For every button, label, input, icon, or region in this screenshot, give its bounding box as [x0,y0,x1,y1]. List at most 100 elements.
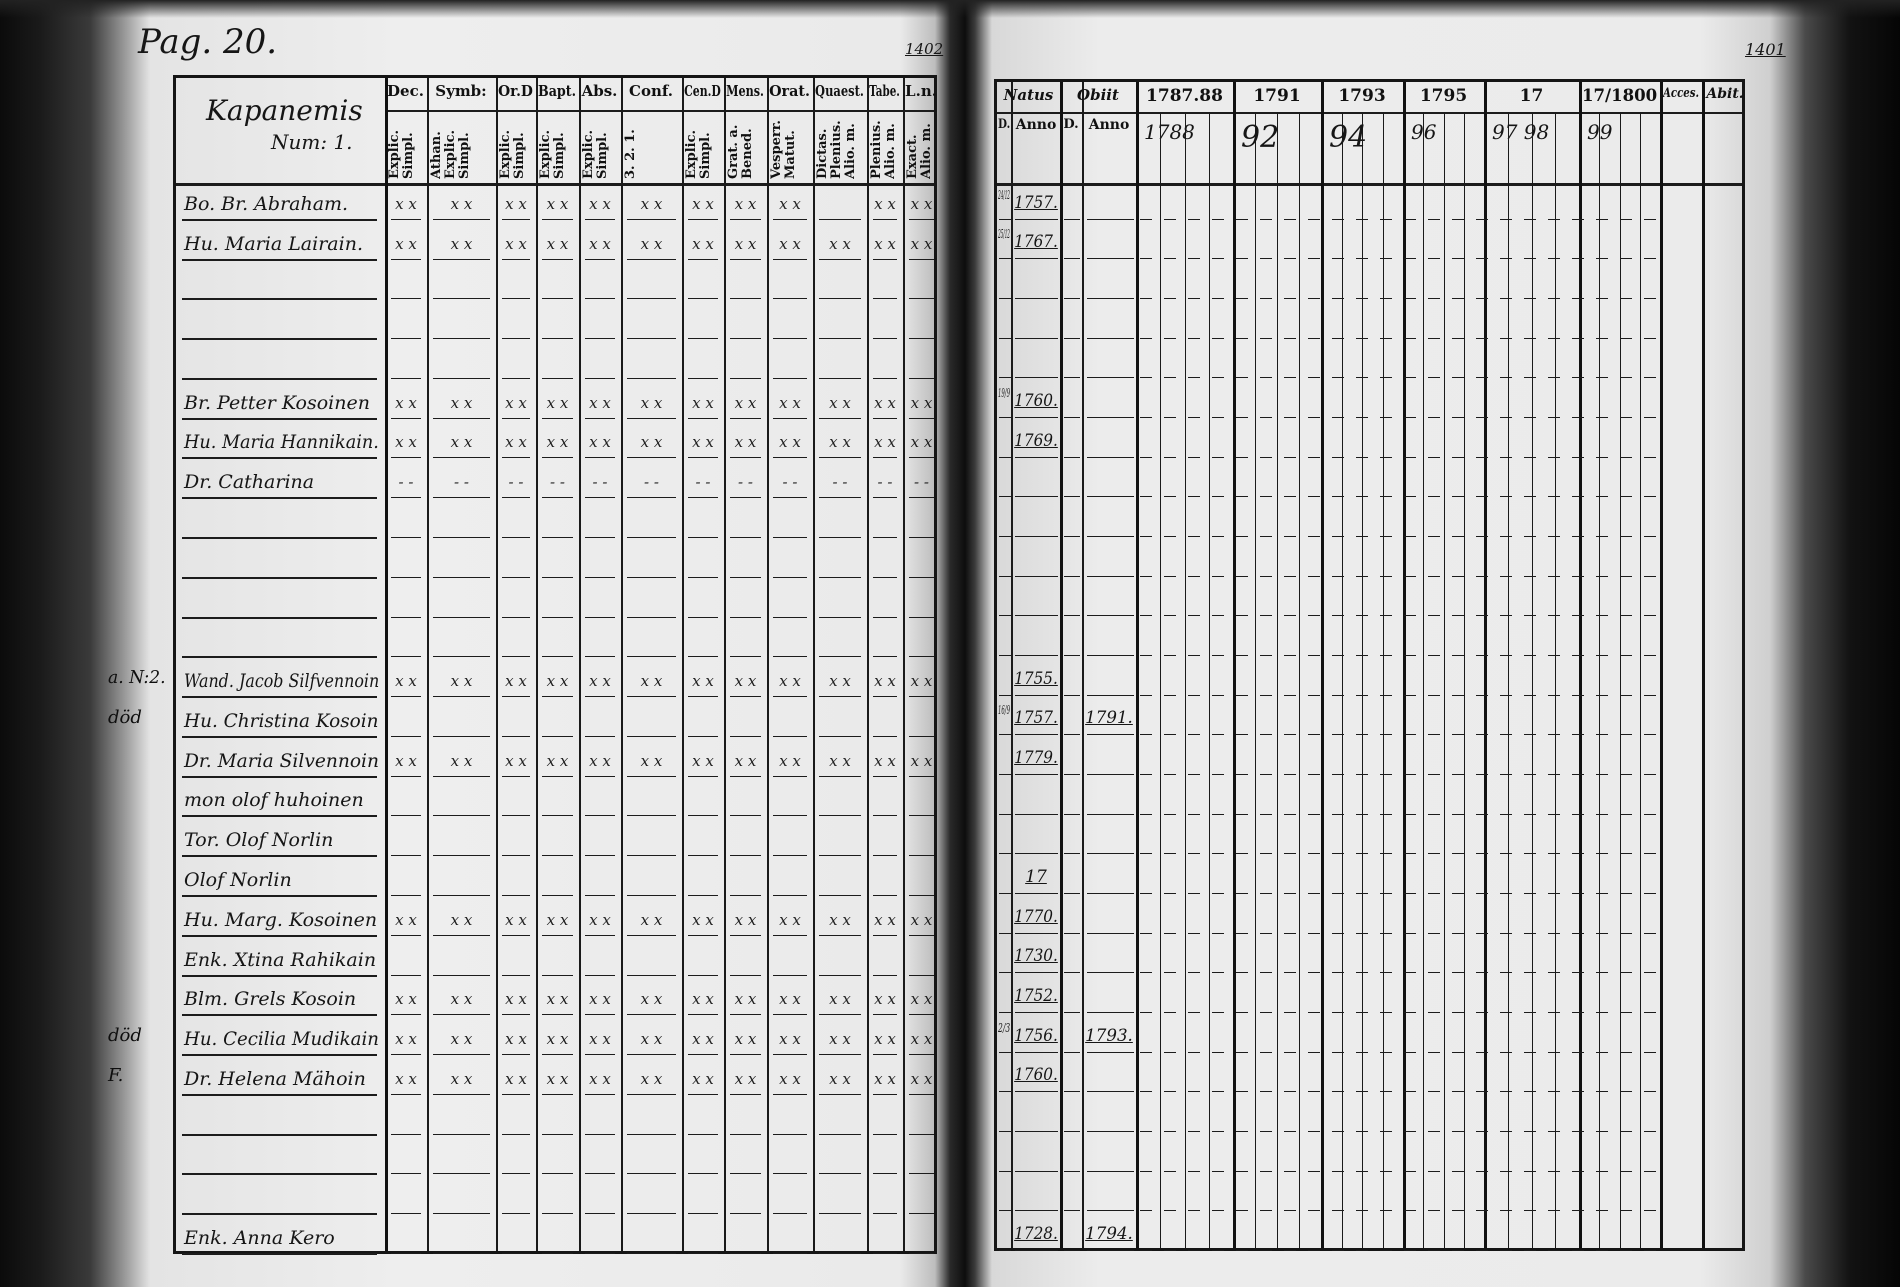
catechism-mark: x x [505,990,527,1009]
column-divider [385,78,388,1251]
column-header: Bapt. [538,82,577,100]
cell-rule [1087,1170,1134,1172]
cell-rule [730,735,761,737]
cell-rule [873,457,897,459]
cell-rule [542,258,573,260]
cell-rule [688,1253,718,1254]
cell-rule [1572,1170,1584,1172]
cell-rule [1308,734,1320,736]
cell-rule [1212,1210,1224,1212]
cell-rule [1140,774,1152,775]
cell-rule [1332,1091,1344,1093]
cell-rule [433,417,490,419]
cell-rule [1380,298,1392,299]
cell-rule [819,775,861,777]
cell-rule [1015,1131,1058,1132]
cell-rule [1308,496,1320,498]
cell-rule [688,1173,718,1175]
cell-rule [1452,893,1464,894]
natus-year: 1760. [1014,1065,1058,1086]
cell-rule [502,497,530,499]
cell-rule [1164,774,1176,775]
cell-rule [1476,298,1488,299]
cell-rule [1188,337,1200,339]
catechism-mark: x x [395,910,417,929]
cell-rule [1332,813,1344,815]
catechism-mark: x x [874,234,896,253]
cell-rule [730,1253,761,1254]
catechism-mark: x x [589,910,611,929]
cell-rule [502,735,530,737]
cell-rule [1524,893,1536,894]
cell-rule [909,497,934,499]
cell-rule [1140,972,1152,974]
cell-rule [1284,298,1296,299]
cell-rule [1620,932,1632,934]
cell-rule [1404,536,1416,537]
catechism-mark: x x [505,672,527,691]
cell-rule [1260,298,1272,299]
cell-rule [1064,417,1080,418]
cell-rule [819,258,861,260]
cell-rule [819,656,861,658]
catechism-mark: x x [829,751,851,770]
cell-rule [873,298,897,300]
cell-rule [1404,813,1416,815]
obiit-year: 1791. [1085,708,1133,729]
cell-rule [391,1054,421,1056]
cell-rule [1596,694,1608,696]
catechism-mark: x x [395,234,417,253]
cell-rule [773,258,807,260]
catechism-mark: x x [829,1030,851,1049]
cell-rule [688,497,718,499]
sub-divider [1619,112,1621,1248]
cell-rule [1087,377,1134,379]
cell-rule [1260,218,1272,220]
cell-rule [909,417,934,419]
cell-rule [1140,417,1152,418]
cell-rule [909,855,934,857]
cell-rule [502,616,530,618]
cell-rule [1164,417,1176,418]
cell-rule [1452,1051,1464,1053]
cell-rule [909,974,934,976]
cell-rule [1188,1091,1200,1093]
cell-rule [433,218,490,220]
cell-rule [1644,972,1656,974]
cell-rule [1236,1131,1248,1132]
cell-rule [627,537,676,538]
cell-rule [1284,258,1296,260]
cell-rule [1620,1250,1632,1251]
column-divider [1082,82,1084,1248]
natus-day: 19/9 [998,386,1010,400]
cell-rule [502,537,530,538]
cell-rule [1428,1170,1440,1172]
catechism-mark: x x [829,990,851,1009]
cell-rule [909,576,934,578]
cell-rule [1476,575,1488,577]
cell-rule [1548,694,1560,696]
cell-rule [730,457,761,459]
person-name: Br. Petter Kosoinen [184,391,370,414]
cell-rule [1236,734,1248,736]
cell-rule [1260,734,1272,736]
cell-rule [433,775,490,777]
cell-rule [1596,1210,1608,1212]
cell-rule [773,735,807,737]
cell-rule [627,735,676,737]
cell-rule [542,417,573,419]
cell-rule [1476,337,1488,339]
column-divider [621,78,623,1251]
cell-rule [1548,774,1560,775]
cell-rule [1087,337,1134,339]
catechism-mark: x x [395,751,417,770]
cell-rule [627,377,676,379]
cell-rule [1548,615,1560,617]
cell-rule [1308,456,1320,458]
cell-rule [1548,1131,1560,1132]
cell-rule [1064,456,1080,458]
row-rule [182,338,377,341]
sub-divider [1341,112,1343,1248]
cell-rule [1212,1012,1224,1013]
cell-rule [773,616,807,618]
